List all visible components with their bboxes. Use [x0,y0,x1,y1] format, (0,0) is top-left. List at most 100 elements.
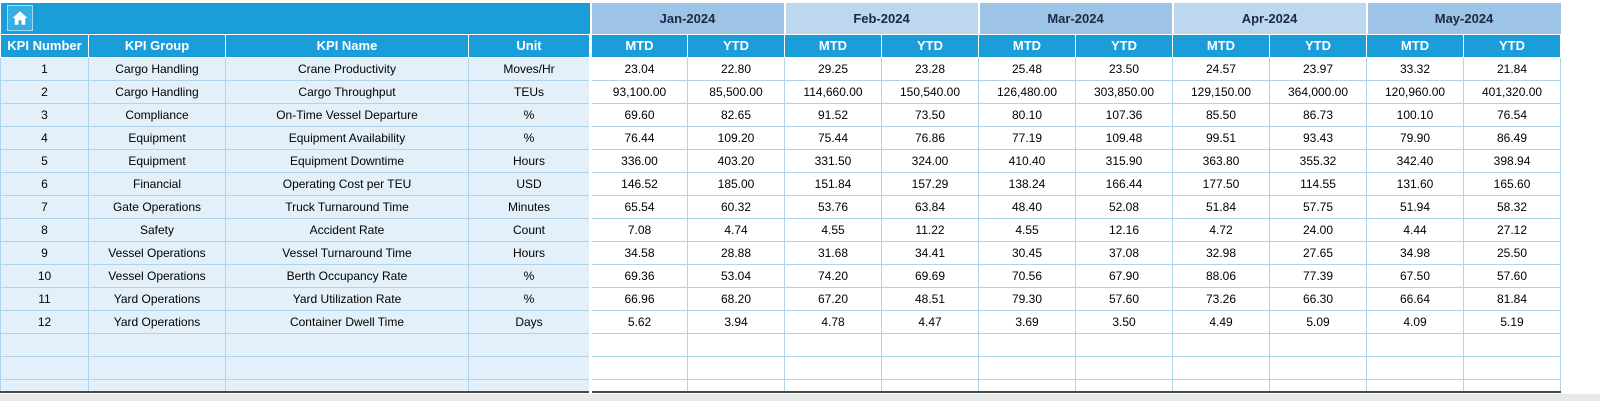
kpi-group-cell[interactable]: Equipment [88,148,226,173]
value-cell[interactable]: 74.20 [784,263,882,288]
ytd-header[interactable]: YTD [1075,33,1173,58]
value-cell[interactable]: 68.20 [687,286,785,311]
value-cell[interactable]: 57.60 [1463,263,1562,288]
value-cell[interactable]: 75.44 [784,125,882,150]
value-cell[interactable]: 28.88 [687,240,785,265]
value-cell[interactable]: 66.30 [1268,286,1368,311]
value-cell[interactable]: 146.52 [590,171,688,196]
empty-cell[interactable] [0,355,89,380]
value-cell[interactable]: 34.41 [881,240,979,265]
empty-cell[interactable] [468,355,592,380]
value-cell[interactable]: 109.48 [1075,125,1173,150]
value-cell[interactable]: 76.44 [590,125,688,150]
empty-cell[interactable] [1075,332,1173,357]
value-cell[interactable]: 165.60 [1463,171,1562,196]
value-cell[interactable]: 324.00 [881,148,979,173]
value-cell[interactable]: 21.84 [1463,56,1562,81]
kpi-group-cell[interactable]: Yard Operations [88,286,226,311]
value-cell[interactable]: 342.40 [1366,148,1465,173]
value-cell[interactable]: 166.44 [1075,171,1173,196]
empty-cell[interactable] [978,332,1076,357]
value-cell[interactable]: 401,320.00 [1463,79,1562,104]
value-cell[interactable]: 331.50 [784,148,882,173]
empty-cell[interactable] [881,378,979,393]
value-cell[interactable]: 410.40 [978,148,1076,173]
empty-cell[interactable] [978,355,1076,380]
unit-cell[interactable]: TEUs [468,79,592,104]
kpi-group-cell[interactable]: Safety [88,217,226,242]
value-cell[interactable]: 66.96 [590,286,688,311]
empty-cell[interactable] [590,355,688,380]
kpi-number-cell[interactable]: 4 [0,125,89,150]
value-cell[interactable]: 85,500.00 [687,79,785,104]
value-cell[interactable]: 73.50 [881,102,979,127]
value-cell[interactable]: 25.50 [1463,240,1562,265]
mtd-header[interactable]: MTD [1172,33,1270,58]
value-cell[interactable]: 23.04 [590,56,688,81]
value-cell[interactable]: 52.08 [1075,194,1173,219]
kpi-number-cell[interactable]: 12 [0,309,89,334]
kpi-name-cell[interactable]: Equipment Availability [225,125,469,150]
empty-cell[interactable] [1268,355,1368,380]
value-cell[interactable]: 67.90 [1075,263,1173,288]
empty-cell[interactable] [1463,355,1562,380]
value-cell[interactable]: 69.69 [881,263,979,288]
month-header-mar-2024[interactable]: Mar-2024 [977,3,1173,35]
value-cell[interactable]: 69.60 [590,102,688,127]
kpi-number-cell[interactable]: 2 [0,79,89,104]
kpi-name-cell[interactable]: Berth Occupancy Rate [225,263,469,288]
kpi-name-cell[interactable]: Container Dwell Time [225,309,469,334]
value-cell[interactable]: 22.80 [687,56,785,81]
value-cell[interactable]: 51.84 [1172,194,1270,219]
value-cell[interactable]: 5.62 [590,309,688,334]
value-cell[interactable]: 27.65 [1268,240,1368,265]
value-cell[interactable]: 25.48 [978,56,1076,81]
empty-cell[interactable] [1075,378,1173,393]
value-cell[interactable]: 77.19 [978,125,1076,150]
unit-cell[interactable]: % [468,263,592,288]
empty-cell[interactable] [687,355,785,380]
value-cell[interactable]: 48.40 [978,194,1076,219]
kpi-name-cell[interactable]: Operating Cost per TEU [225,171,469,196]
value-cell[interactable]: 29.25 [784,56,882,81]
value-cell[interactable]: 69.36 [590,263,688,288]
value-cell[interactable]: 58.32 [1463,194,1562,219]
value-cell[interactable]: 363.80 [1172,148,1270,173]
kpi-number-cell[interactable]: 9 [0,240,89,265]
value-cell[interactable]: 100.10 [1366,102,1465,127]
empty-cell[interactable] [1463,378,1562,393]
empty-cell[interactable] [1172,332,1270,357]
value-cell[interactable]: 23.28 [881,56,979,81]
empty-cell[interactable] [468,332,592,357]
empty-cell[interactable] [0,378,89,393]
kpi-group-header[interactable]: KPI Group [88,33,226,58]
ytd-header[interactable]: YTD [881,33,979,58]
value-cell[interactable]: 177.50 [1172,171,1270,196]
unit-cell[interactable]: Days [468,309,592,334]
value-cell[interactable]: 126,480.00 [978,79,1076,104]
value-cell[interactable]: 57.60 [1075,286,1173,311]
empty-cell[interactable] [881,332,979,357]
kpi-number-header[interactable]: KPI Number [0,33,89,58]
ytd-header[interactable]: YTD [687,33,785,58]
kpi-number-cell[interactable]: 8 [0,217,89,242]
empty-cell[interactable] [1268,332,1368,357]
value-cell[interactable]: 93,100.00 [590,79,688,104]
value-cell[interactable]: 120,960.00 [1366,79,1465,104]
mtd-header[interactable]: MTD [1366,33,1465,58]
value-cell[interactable]: 88.06 [1172,263,1270,288]
value-cell[interactable]: 403.20 [687,148,785,173]
table-corner[interactable] [0,3,592,35]
value-cell[interactable]: 4.09 [1366,309,1465,334]
value-cell[interactable]: 3.69 [978,309,1076,334]
value-cell[interactable]: 4.55 [784,217,882,242]
empty-cell[interactable] [1075,355,1173,380]
value-cell[interactable]: 138.24 [978,171,1076,196]
value-cell[interactable]: 33.32 [1366,56,1465,81]
empty-cell[interactable] [784,355,882,380]
value-cell[interactable]: 3.94 [687,309,785,334]
unit-cell[interactable]: Moves/Hr [468,56,592,81]
value-cell[interactable]: 4.55 [978,217,1076,242]
value-cell[interactable]: 151.84 [784,171,882,196]
empty-cell[interactable] [1366,378,1465,393]
